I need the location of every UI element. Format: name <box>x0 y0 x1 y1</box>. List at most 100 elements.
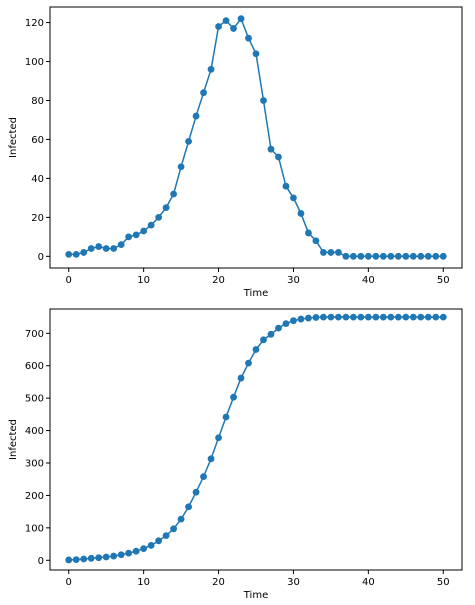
data-point <box>372 252 380 260</box>
x-tick-label: 30 <box>287 577 300 588</box>
y-tick-label: 0 <box>38 252 44 263</box>
x-axis-label: Time <box>243 288 268 299</box>
data-point <box>320 313 327 321</box>
data-point <box>335 249 342 256</box>
data-point <box>424 252 432 260</box>
data-point <box>439 252 447 260</box>
x-tick-label: 0 <box>66 275 72 286</box>
data-point <box>312 237 320 245</box>
y-tick-label: 40 <box>31 174 44 185</box>
x-tick-label: 10 <box>137 275 150 286</box>
data-point <box>162 204 170 212</box>
data-point <box>402 313 410 321</box>
data-point <box>80 249 88 256</box>
data-point <box>260 336 267 344</box>
data-point <box>372 313 380 321</box>
data-point <box>342 252 350 260</box>
x-tick-label: 50 <box>437 577 450 588</box>
data-point <box>110 552 118 560</box>
data-point <box>170 525 178 533</box>
data-point <box>140 545 148 552</box>
data-point <box>102 245 110 252</box>
data-point <box>282 320 290 327</box>
data-point <box>327 249 335 256</box>
data-point <box>65 556 73 564</box>
data-point <box>252 346 260 353</box>
y-tick-label: 60 <box>31 135 44 146</box>
data-point <box>222 17 230 25</box>
data-point <box>132 231 140 239</box>
y-tick-label: 0 <box>38 556 44 567</box>
data-point <box>305 314 312 322</box>
data-point <box>185 138 192 145</box>
data-point <box>177 515 185 523</box>
data-point <box>357 313 365 321</box>
data-point <box>439 313 447 321</box>
x-tick-label: 10 <box>137 577 150 588</box>
y-axis-label: Infected <box>8 419 19 460</box>
y-tick-label: 600 <box>25 361 44 372</box>
data-point <box>297 315 305 323</box>
data-point <box>185 503 192 511</box>
data-point <box>320 249 327 256</box>
x-tick-label: 30 <box>287 275 300 286</box>
y-tick-label: 400 <box>25 426 44 437</box>
data-point <box>215 434 222 442</box>
series-line <box>68 316 444 561</box>
data-point <box>147 541 155 549</box>
data-point <box>379 313 387 321</box>
data-point <box>72 556 80 564</box>
y-tick-label: 700 <box>25 329 44 340</box>
data-point <box>394 252 402 260</box>
data-point <box>237 374 245 382</box>
data-point <box>297 210 305 217</box>
data-point <box>305 229 312 237</box>
axes-frame <box>49 6 463 269</box>
data-point <box>155 537 163 545</box>
data-point <box>132 547 140 555</box>
y-tick-label: 200 <box>25 491 44 502</box>
data-point <box>192 112 200 120</box>
data-point <box>417 313 425 321</box>
data-point <box>417 252 425 260</box>
data-point <box>342 313 350 321</box>
data-point <box>177 163 185 171</box>
data-point <box>87 554 95 562</box>
y-tick-label: 20 <box>31 213 44 224</box>
data-point <box>65 250 73 258</box>
data-point <box>215 23 222 30</box>
data-point <box>290 194 297 202</box>
x-tick-label: 20 <box>212 275 225 286</box>
data-point <box>387 252 395 260</box>
data-point <box>394 313 402 321</box>
data-point <box>155 213 163 221</box>
data-point <box>387 313 395 321</box>
data-point <box>72 250 80 258</box>
data-point <box>432 313 440 321</box>
data-point <box>290 317 297 325</box>
data-point <box>349 252 357 260</box>
data-point <box>245 359 252 367</box>
data-point <box>95 554 103 562</box>
y-axis-label: Infected <box>8 117 19 158</box>
data-point <box>140 227 148 235</box>
data-point <box>200 473 207 481</box>
data-point <box>87 245 95 252</box>
data-point <box>335 313 342 321</box>
data-point <box>349 313 357 321</box>
y-tick-label: 120 <box>25 18 44 29</box>
data-point <box>260 97 267 104</box>
x-tick-label: 20 <box>212 577 225 588</box>
data-point <box>200 89 207 97</box>
data-point <box>222 413 230 421</box>
data-point <box>170 190 178 198</box>
data-point <box>424 313 432 321</box>
x-tick-label: 40 <box>362 275 375 286</box>
data-point <box>117 241 125 249</box>
data-point <box>110 245 118 252</box>
data-point <box>275 153 282 161</box>
y-tick-label: 100 <box>25 57 44 68</box>
data-point <box>364 313 372 321</box>
data-point <box>147 221 155 229</box>
